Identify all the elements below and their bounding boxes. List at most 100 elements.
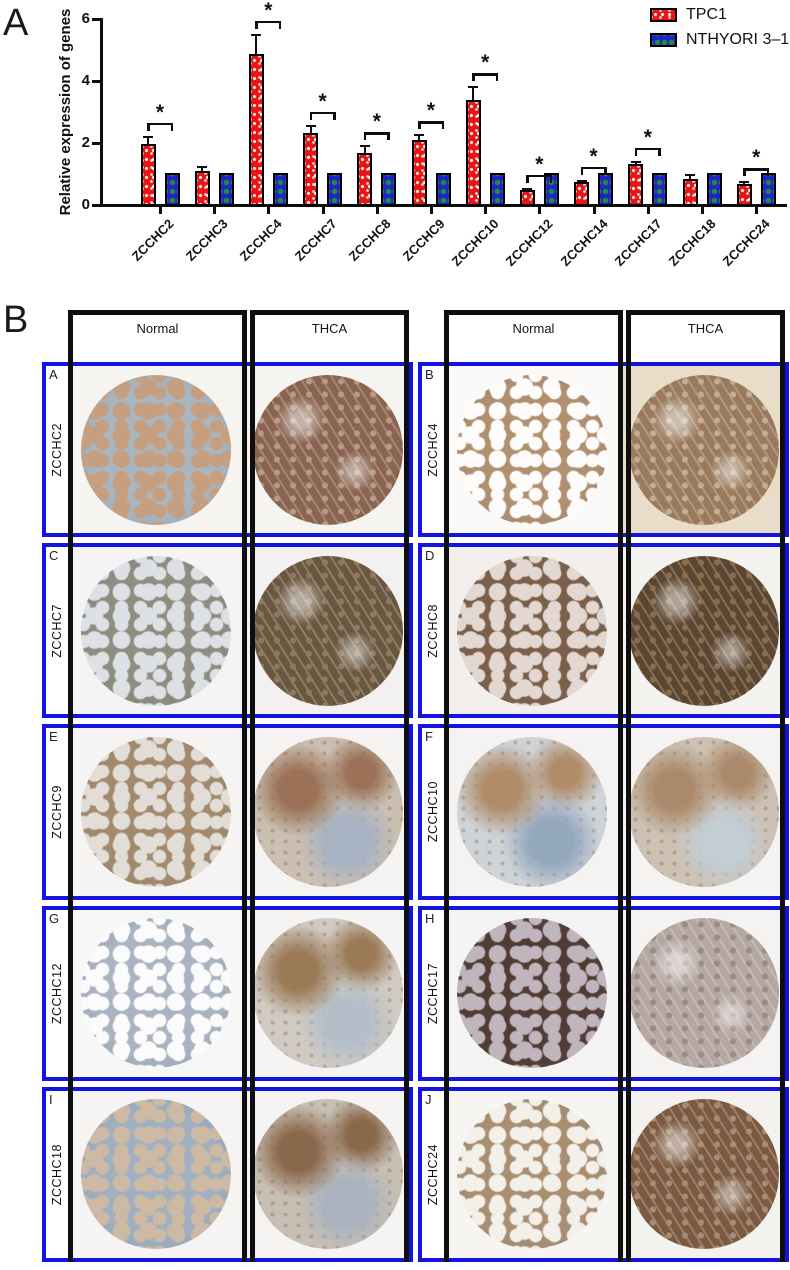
tissue-core	[456, 555, 607, 706]
error-bar-cap	[359, 145, 370, 148]
sig-asterisk: *	[643, 125, 652, 149]
tissue-core	[456, 737, 607, 887]
legend-label: TPC1	[686, 6, 727, 23]
legend-entry: NTHYORI 3–1	[650, 31, 789, 49]
bar-nthyori	[435, 173, 451, 206]
tissue-core	[456, 918, 607, 1069]
ihc-row-zcchc8: D ZCCHC8	[418, 543, 789, 719]
bar-tpc1	[628, 163, 644, 206]
tissue-core	[80, 1099, 231, 1250]
column-header-thca: THCA	[687, 321, 724, 336]
chart-legend: TPC1 NTHYORI 3–1	[650, 6, 789, 56]
sig-bracket	[634, 147, 661, 151]
ihc-row-zcchc10: F ZCCHC10	[418, 724, 789, 900]
y-tick	[92, 142, 100, 145]
bar-tpc1	[357, 152, 373, 206]
ihc-image-normal	[64, 547, 247, 715]
subpanel-letter: A	[49, 367, 58, 382]
tissue-core	[253, 737, 403, 887]
sig-bracket-tick	[441, 121, 444, 130]
sig-bracket-tick	[278, 20, 282, 29]
column-frame-line	[626, 310, 631, 1262]
tissue-core	[253, 1099, 403, 1250]
error-bar-cap	[197, 165, 208, 168]
subpanel-letter: I	[49, 1091, 53, 1107]
tissue-core	[253, 555, 403, 706]
tissue-core	[80, 555, 231, 706]
error-bar	[255, 33, 258, 54]
error-bar-cap	[468, 86, 479, 89]
sig-bracket	[418, 121, 444, 124]
sig-asterisk: *	[155, 100, 165, 124]
error-bar-cap	[251, 33, 262, 36]
ihc-rows: B ZCCHC4 D ZCCHC8 F ZCCHC10 H ZCCHC17 J ZCCHC24	[418, 362, 789, 1263]
column-frame-line	[250, 310, 255, 1262]
error-bar-cap	[522, 187, 533, 190]
sig-bracket-tick	[255, 20, 258, 29]
gene-label: ZCCHC24	[426, 1143, 440, 1205]
x-tick	[484, 207, 488, 214]
gene-label: ZCCHC2	[50, 422, 64, 477]
legend-swatch-nthyori	[650, 33, 677, 47]
error-bar	[201, 165, 204, 172]
gene-label: ZCCHC4	[426, 422, 440, 477]
tissue-core	[80, 737, 231, 887]
error-bar-cap	[143, 135, 153, 138]
y-tick-label: 0	[81, 196, 90, 213]
gene-label: ZCCHC18	[50, 1143, 64, 1205]
ihc-image-normal	[440, 366, 623, 534]
ihc-image-normal	[440, 547, 623, 715]
error-bar-cap	[414, 134, 424, 137]
ihc-row-zcchc9: E ZCCHC9	[42, 724, 413, 900]
bar-nthyori	[218, 173, 234, 206]
tissue-core	[80, 374, 231, 525]
sig-bracket-tick	[170, 122, 173, 131]
bar-nthyori	[706, 173, 722, 206]
subpanel-letter: F	[425, 729, 433, 745]
sig-bracket-tick	[333, 111, 336, 120]
y-tick	[92, 18, 100, 21]
x-tick	[755, 207, 759, 214]
y-tick	[92, 204, 100, 207]
ihc-image-normal	[64, 1090, 247, 1259]
error-bar-cap	[576, 179, 587, 182]
x-tick	[213, 207, 217, 214]
header-frame-line	[250, 310, 409, 315]
ihc-image-thca	[247, 909, 409, 1077]
ihc-rows: A ZCCHC2 C ZCCHC7 E ZCCHC9 G ZCCHC12 I ZCCHC18	[42, 362, 413, 1263]
legend-entry: TPC1	[650, 6, 789, 24]
subpanel-letter: D	[425, 548, 435, 564]
bar-tpc1	[682, 179, 698, 206]
error-bar-cap	[685, 173, 695, 176]
y-axis-label: Relative expression of genes	[57, 8, 74, 216]
header-frame-line	[444, 310, 623, 315]
sig-bracket-tick	[743, 168, 746, 177]
sig-bracket	[309, 111, 336, 115]
tissue-core	[629, 555, 779, 706]
ihc-image-normal	[64, 728, 247, 896]
subpanel-letter: G	[49, 910, 60, 926]
x-tick	[646, 207, 650, 214]
sig-bracket-tick	[526, 174, 529, 183]
ihc-row-zcchc18: I ZCCHC18	[42, 1086, 413, 1263]
ihc-image-thca	[247, 547, 409, 715]
error-bar-cap	[305, 124, 316, 127]
sig-bracket-tick	[549, 174, 553, 183]
tissue-core	[629, 374, 779, 525]
y-tick-label: 2	[81, 134, 90, 151]
gene-label-strip: ZCCHC24	[422, 1090, 444, 1259]
column-frame-line	[618, 310, 623, 1262]
y-tick-label: 6	[81, 10, 90, 27]
tissue-core	[80, 918, 231, 1069]
ihc-image-thca	[623, 366, 785, 534]
sig-bracket	[472, 73, 499, 76]
ihc-row-zcchc2: A ZCCHC2	[42, 362, 413, 538]
subpanel-letter: J	[425, 1091, 432, 1107]
sig-asterisk: *	[264, 0, 273, 22]
x-tick	[375, 207, 379, 214]
error-bar	[363, 145, 366, 153]
bar-nthyori	[327, 173, 343, 206]
ihc-image-normal	[64, 366, 247, 534]
bar-tpc1	[303, 132, 319, 206]
sig-bracket-tick	[580, 166, 584, 175]
